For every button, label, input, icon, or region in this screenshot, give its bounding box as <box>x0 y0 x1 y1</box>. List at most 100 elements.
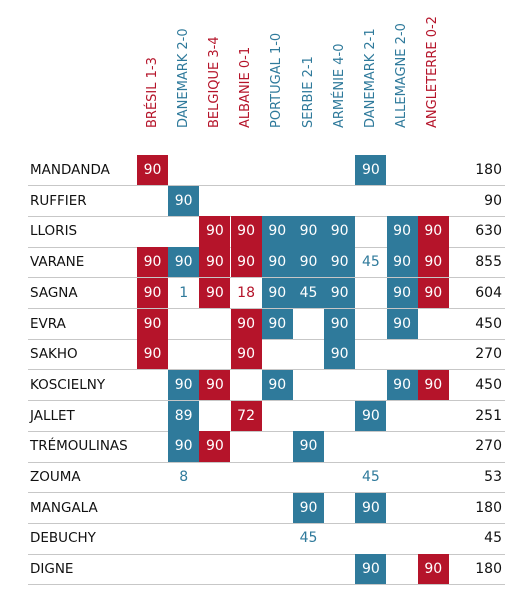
column-header: ALLEMAGNE 2-0 <box>387 22 418 144</box>
total-minutes: 180 <box>475 499 502 516</box>
player-name: SAKHO <box>30 346 78 363</box>
minutes-cell: 90 <box>168 369 200 401</box>
total-minutes: 270 <box>475 346 502 363</box>
column-header: ARMÉNIE 4-0 <box>324 22 355 144</box>
player-name: KOSCIELNY <box>30 376 106 393</box>
minutes-cell: 90 <box>293 492 324 524</box>
minutes-cell: 90 <box>199 431 231 463</box>
minutes-cell: 90 <box>355 155 387 186</box>
minutes-cell: 90 <box>261 308 293 340</box>
minutes-cell: 90 <box>137 308 168 340</box>
column-header-label: ANGLETERRE 0-2 <box>425 16 441 128</box>
column-header-label: DANEMARK 2-0 <box>175 28 191 128</box>
row-divider <box>28 522 505 524</box>
column-header-label: BRÉSIL 1-3 <box>144 57 160 128</box>
row-divider <box>28 430 505 432</box>
total-minutes: 251 <box>475 407 502 424</box>
minutes-cell: 90 <box>230 308 262 340</box>
player-name: DIGNE <box>30 561 74 578</box>
minutes-cell: 90 <box>199 277 231 309</box>
row-divider <box>28 185 505 187</box>
minutes-cell: 90 <box>417 247 449 279</box>
column-header: BRÉSIL 1-3 <box>137 22 168 144</box>
minutes-cell: 90 <box>137 339 168 371</box>
total-minutes: 53 <box>484 469 502 485</box>
total-minutes: 604 <box>475 284 502 301</box>
player-name: MANGALA <box>30 499 98 516</box>
column-header-label: PORTUGAL 1-0 <box>269 32 285 128</box>
player-name: VARANE <box>30 254 85 271</box>
minutes-cell: 90 <box>417 369 449 401</box>
total-minutes: 270 <box>475 438 502 455</box>
total-minutes: 450 <box>475 315 502 332</box>
player-name: ZOUMA <box>30 469 81 485</box>
column-header-label: ALBANIE 0-1 <box>238 46 254 128</box>
minutes-cell: 90 <box>355 554 387 586</box>
column-header: DANEMARK 2-1 <box>355 22 386 144</box>
column-header-label: ALLEMAGNE 2-0 <box>394 23 410 128</box>
minutes-cell: 18 <box>237 284 255 301</box>
total-minutes: 180 <box>475 162 502 178</box>
total-minutes: 180 <box>475 561 502 578</box>
minutes-cell: 90 <box>261 277 293 309</box>
minutes-cell: 45 <box>293 277 324 309</box>
minutes-cell: 90 <box>324 308 356 340</box>
column-header-label: ARMÉNIE 4-0 <box>331 43 347 129</box>
minutes-cell: 89 <box>168 400 200 432</box>
minutes-cell: 90 <box>199 216 231 248</box>
minutes-cell: 90 <box>324 339 356 371</box>
column-header: ANGLETERRE 0-2 <box>418 16 449 144</box>
minutes-cell: 90 <box>355 492 387 524</box>
total-minutes: 45 <box>484 530 502 547</box>
minutes-cell: 1 <box>179 284 189 301</box>
column-header: PORTUGAL 1-0 <box>262 22 293 144</box>
minutes-cell: 90 <box>199 247 231 279</box>
minutes-cell: 90 <box>230 339 262 371</box>
minutes-cell: 90 <box>417 277 449 309</box>
column-header-label: DANEMARK 2-1 <box>362 28 378 128</box>
column-header: DANEMARK 2-0 <box>168 22 199 144</box>
column-header-label: SERBIE 2-1 <box>300 56 316 128</box>
minutes-cell: 90 <box>261 247 293 279</box>
minutes-cell: 90 <box>417 554 449 586</box>
player-name: JALLET <box>30 407 75 424</box>
minutes-cell: 90 <box>386 247 418 279</box>
minutes-cell: 8 <box>179 469 189 485</box>
player-name: SAGNA <box>30 284 78 301</box>
minutes-cell: 90 <box>293 247 324 279</box>
minutes-cell: 90 <box>293 216 324 248</box>
minutes-cell: 90 <box>386 277 418 309</box>
minutes-cell: 90 <box>386 216 418 248</box>
minutes-cell: 90 <box>199 369 231 401</box>
minutes-cell: 90 <box>168 185 200 217</box>
player-name: MANDANDA <box>30 162 110 178</box>
column-header: ALBANIE 0-1 <box>231 22 262 144</box>
minutes-cell: 90 <box>324 247 356 279</box>
minutes-cell: 90 <box>137 247 168 279</box>
column-header: SERBIE 2-1 <box>293 22 324 144</box>
total-minutes: 90 <box>484 192 502 209</box>
minutes-cell: 90 <box>261 369 293 401</box>
minutes-cell: 90 <box>137 277 168 309</box>
player-name: LLORIS <box>30 223 78 240</box>
minutes-cell: 90 <box>230 216 262 248</box>
player-name: TRÉMOULINAS <box>30 438 128 455</box>
row-divider <box>28 461 505 463</box>
total-minutes: 450 <box>475 376 502 393</box>
row-divider <box>28 553 505 555</box>
minutes-cell: 90 <box>168 431 200 463</box>
minutes-cell: 45 <box>361 254 380 271</box>
minutes-cell: 90 <box>355 400 387 432</box>
minutes-cell: 45 <box>361 469 380 485</box>
minutes-cell: 90 <box>293 431 324 463</box>
row-divider <box>28 584 505 586</box>
minutes-cell: 90 <box>417 216 449 248</box>
total-minutes: 630 <box>475 223 502 240</box>
minutes-cell: 90 <box>386 369 418 401</box>
minutes-cell: 90 <box>324 277 356 309</box>
minutes-cell: 90 <box>230 247 262 279</box>
player-name: RUFFIER <box>30 192 87 209</box>
row-divider <box>28 400 505 402</box>
row-divider <box>28 492 505 494</box>
player-name: DEBUCHY <box>30 530 96 547</box>
